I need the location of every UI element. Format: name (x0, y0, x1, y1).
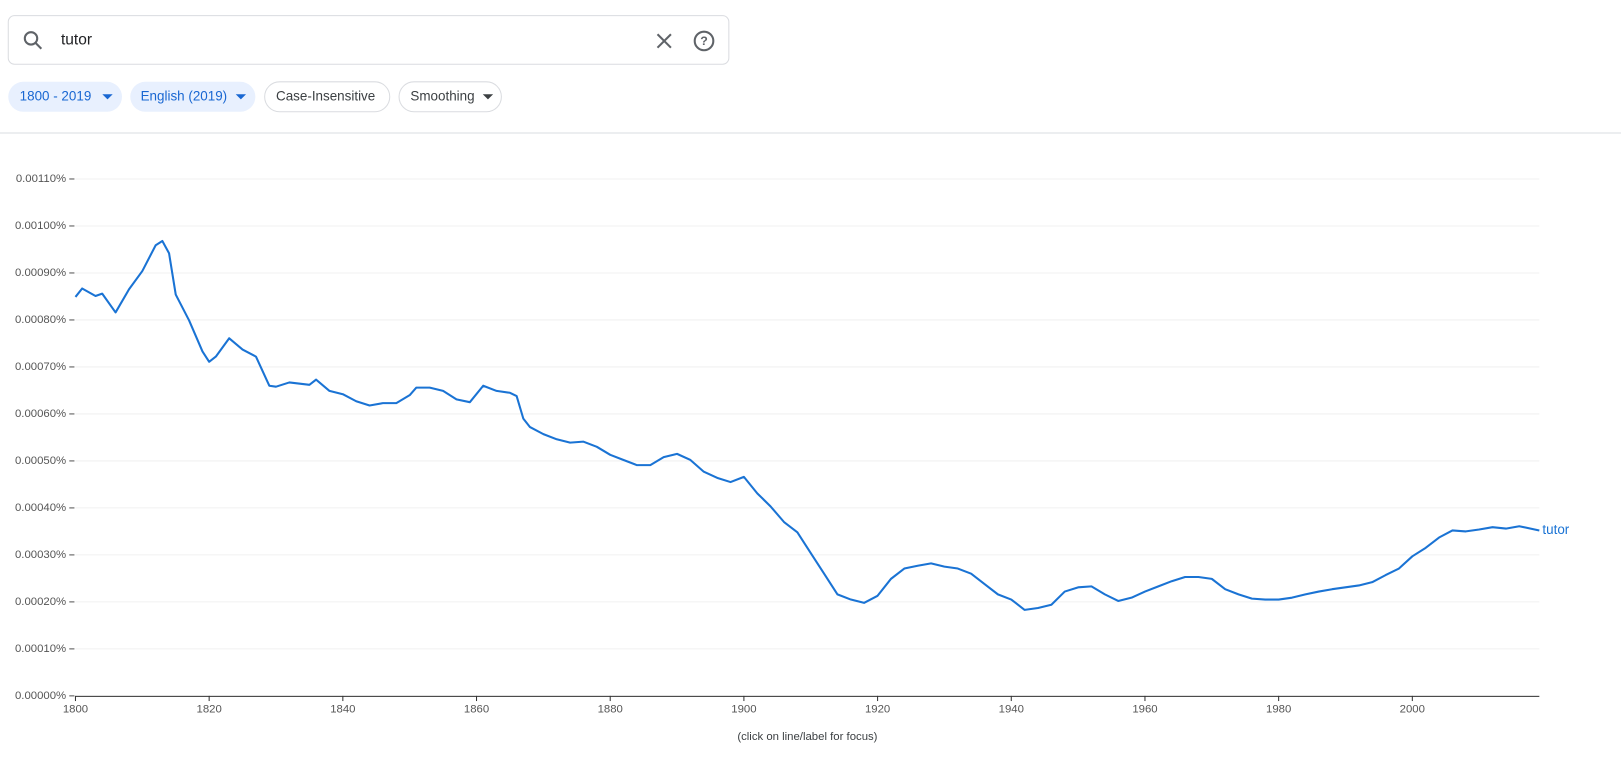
chip[interactable] (130, 81, 256, 112)
y-tick-label: 0.00100% (15, 220, 66, 232)
search-box[interactable] (7, 15, 730, 65)
x-tick-label: 2000 (1400, 703, 1425, 715)
chip[interactable] (398, 81, 502, 113)
chip-label[interactable]: Case-Insensitive (276, 88, 375, 103)
chip[interactable] (264, 81, 391, 113)
y-tick-label: 0.00030% (15, 549, 66, 561)
search-icon (23, 31, 43, 50)
y-tick-label: 0.00050% (15, 455, 66, 467)
x-tick-label: 1820 (197, 703, 222, 715)
x-tick-label: 1920 (865, 703, 890, 715)
series-line[interactable] (74, 239, 1540, 611)
y-tick-label: 0.00110% (16, 173, 66, 185)
chip-label[interactable]: English (2019) (141, 88, 228, 103)
svg-text:?: ? (700, 34, 708, 48)
chip[interactable] (8, 81, 122, 112)
x-tick-label: 1960 (1132, 703, 1157, 715)
x-tick-label: 1840 (330, 703, 355, 715)
y-tick-label: 0.00090% (15, 267, 66, 279)
x-tick-label: 1800 (63, 703, 88, 715)
x-tick-label: 1980 (1266, 703, 1291, 715)
x-tick-label: 1860 (464, 703, 489, 715)
dropdown-arrow (102, 94, 113, 100)
chip-label[interactable]: 1800 - 2019 (20, 88, 92, 103)
x-tick-label: 1880 (598, 703, 623, 715)
x-tick-label: 1940 (999, 703, 1024, 715)
search-text[interactable]: tutor (61, 32, 92, 49)
dropdown-arrow (482, 94, 494, 100)
y-tick-label: 0.00010% (15, 643, 66, 655)
chart-note: (click on line/label for focus) (737, 731, 877, 743)
x-tick-label: 1900 (731, 703, 756, 715)
y-tick-label: 0.00060% (15, 408, 66, 420)
y-tick-label: 0.00040% (15, 502, 66, 514)
chip-label[interactable]: Smoothing (410, 88, 474, 103)
y-tick-label: 0.00070% (15, 361, 66, 373)
series-label[interactable]: tutor (1542, 522, 1569, 537)
y-tick-label: 0.00000% (15, 690, 66, 702)
help-button[interactable]: ? (693, 30, 715, 52)
y-tick-label: 0.00080% (15, 314, 66, 326)
dropdown-arrow (235, 94, 247, 100)
clear-button[interactable] (656, 33, 672, 49)
y-tick-label: 0.00020% (15, 596, 66, 608)
